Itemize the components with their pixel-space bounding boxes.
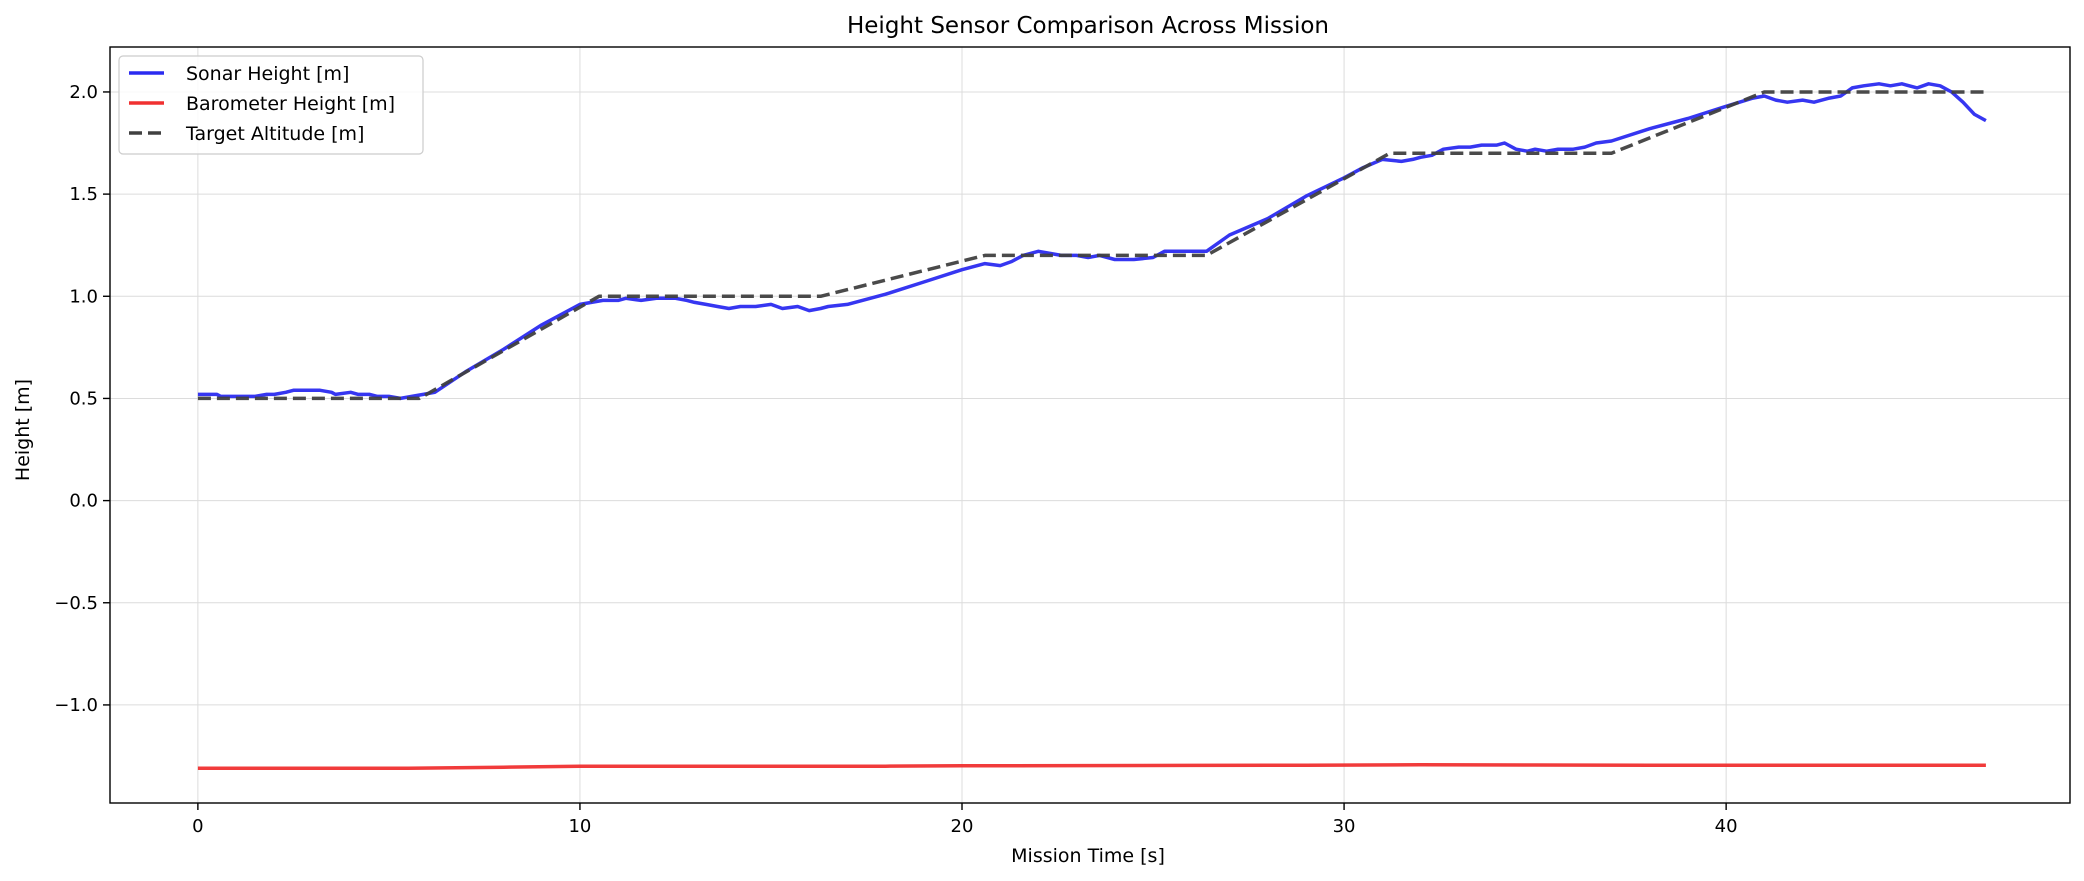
- legend-box: [118, 55, 424, 155]
- axis-ticks: 0 10 20 30 40 −1.0 −0.5 0.0 0.5 1.0 1.5 2.0: [54, 82, 1737, 837]
- y-tick-label: 1.5: [69, 184, 98, 205]
- y-axis-label: Height [m]: [12, 379, 34, 481]
- series-line-2: [197, 90, 1986, 401]
- plot-frame: [109, 46, 2071, 804]
- legend-label-2: Target Altitude [m]: [185, 123, 364, 145]
- y-tick-label: 2.0: [69, 82, 98, 103]
- x-tick-label: 10: [568, 816, 591, 837]
- y-tick-label: 1.0: [69, 286, 98, 307]
- x-axis-label: Mission Time [s]: [1011, 845, 1165, 867]
- chart-title: Height Sensor Comparison Across Mission: [847, 13, 1329, 39]
- y-tick-label: 0.5: [69, 388, 98, 409]
- x-tick-label: 20: [951, 816, 974, 837]
- legend-label-0: Sonar Height [m]: [186, 63, 349, 85]
- series-line-1: [197, 763, 1986, 771]
- x-tick-label: 0: [192, 816, 203, 837]
- x-tick-label: 30: [1333, 816, 1356, 837]
- y-tick-label: −1.0: [54, 695, 98, 716]
- y-tick-label: −0.5: [54, 593, 98, 614]
- legend-label-1: Barometer Height [m]: [186, 93, 395, 115]
- x-tick-label: 40: [1715, 816, 1738, 837]
- grid-lines: [110, 47, 2070, 803]
- y-tick-label: 0.0: [69, 491, 98, 512]
- series-lines: [197, 82, 1987, 771]
- legend: Sonar Height [m] Barometer Height [m] Targ…: [118, 55, 424, 155]
